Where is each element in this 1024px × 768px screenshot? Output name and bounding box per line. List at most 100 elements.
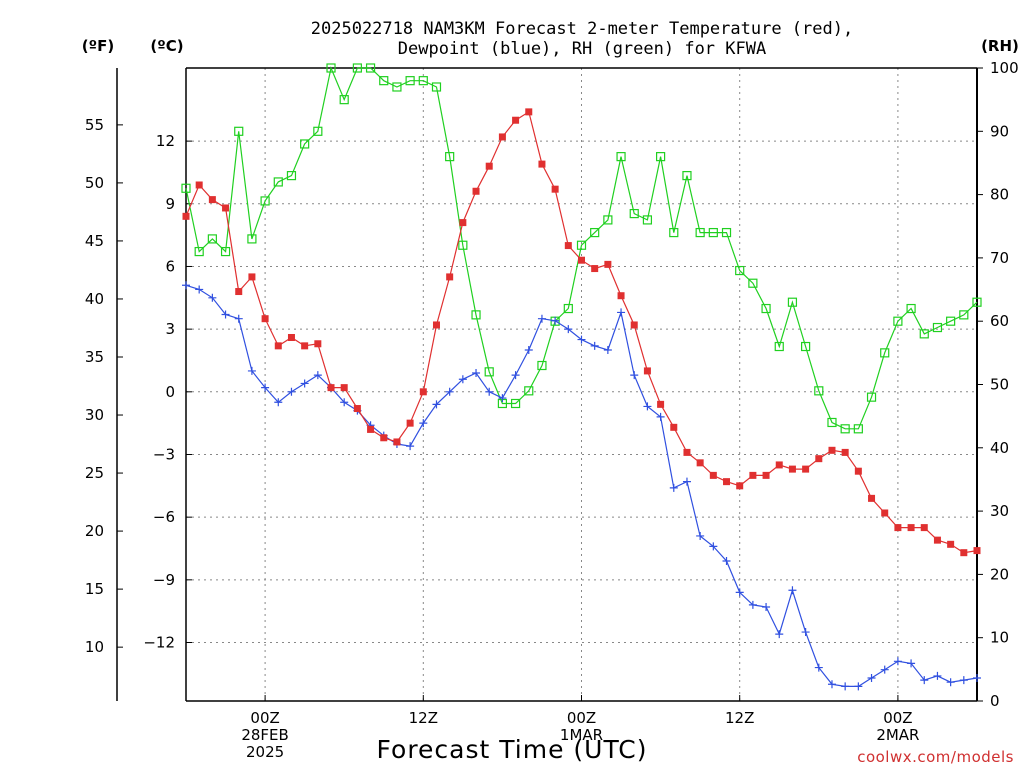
temperature-point bbox=[683, 448, 691, 456]
x-tick-label: 12Z bbox=[725, 709, 754, 727]
dewpoint-point bbox=[234, 314, 243, 323]
temperature-point bbox=[604, 260, 612, 268]
temperature-point bbox=[485, 162, 493, 170]
rh-point bbox=[814, 386, 824, 396]
rh-point bbox=[484, 367, 494, 377]
dewpoint-point bbox=[406, 442, 415, 451]
rh-point bbox=[563, 303, 573, 314]
x-tick-label: 2025 bbox=[246, 743, 284, 761]
temperature-point bbox=[551, 185, 559, 193]
dewpoint-point bbox=[590, 341, 599, 350]
rh-point bbox=[840, 424, 850, 434]
rh-point bbox=[682, 171, 692, 181]
dewpoint-point bbox=[748, 600, 757, 609]
dewpoint-point bbox=[867, 674, 876, 683]
temperature-point bbox=[749, 471, 757, 479]
x-tick-label: 28FEB bbox=[241, 726, 288, 744]
rh-point bbox=[418, 76, 428, 86]
dewpoint-point bbox=[669, 483, 678, 492]
dewpoint-point bbox=[801, 628, 810, 637]
dewpoint-point bbox=[827, 680, 836, 689]
rh-point bbox=[352, 63, 362, 73]
temperature-point bbox=[723, 478, 731, 486]
fahrenheit-tick-label: 35 bbox=[85, 348, 104, 366]
dewpoint-point bbox=[208, 293, 217, 302]
rh-tick-label: 30 bbox=[990, 502, 1009, 520]
rh-point bbox=[906, 303, 916, 314]
dewpoint-point bbox=[340, 398, 349, 407]
rh-point bbox=[669, 227, 679, 238]
rh-point bbox=[708, 227, 718, 238]
dewpoint-point bbox=[603, 346, 612, 355]
rh-point bbox=[326, 63, 336, 73]
temperature-point bbox=[854, 467, 862, 475]
rh-point bbox=[761, 303, 771, 314]
rh-point bbox=[576, 240, 587, 250]
fahrenheit-tick-label: 10 bbox=[85, 638, 104, 656]
temperature-point bbox=[222, 204, 230, 212]
rh-point bbox=[379, 76, 389, 86]
rh-point bbox=[220, 246, 231, 257]
fahrenheit-tick-label: 45 bbox=[85, 232, 104, 250]
rh-tick-label: 0 bbox=[990, 692, 1000, 710]
rh-point bbox=[880, 348, 890, 358]
dewpoint-series bbox=[182, 281, 981, 691]
rh-point bbox=[603, 215, 613, 225]
series-layer bbox=[181, 63, 982, 691]
rh-point bbox=[590, 227, 600, 238]
temperature-point bbox=[709, 471, 717, 479]
rh-tick-label: 90 bbox=[990, 122, 1009, 140]
x-tick-label: 00Z bbox=[250, 709, 279, 727]
dewpoint-point bbox=[682, 477, 691, 486]
dewpoint-point bbox=[709, 542, 718, 551]
temperature-point bbox=[261, 315, 269, 323]
dewpoint-point bbox=[814, 663, 823, 672]
dewpoint-point bbox=[841, 682, 850, 691]
fahrenheit-tick-label: 15 bbox=[85, 580, 104, 598]
temperature-point bbox=[973, 547, 981, 555]
temperature-point bbox=[762, 471, 770, 479]
temperature-point bbox=[920, 524, 928, 532]
dewpoint-point bbox=[287, 387, 296, 396]
rh-point bbox=[392, 82, 402, 92]
temperature-point bbox=[630, 321, 638, 329]
temperature-point bbox=[933, 536, 941, 544]
temperature-point bbox=[775, 461, 783, 469]
rh-tick-label: 100 bbox=[990, 59, 1019, 77]
temperature-point bbox=[459, 219, 467, 227]
temperature-point bbox=[907, 524, 915, 532]
dewpoint-point bbox=[313, 371, 322, 380]
temperature-point bbox=[578, 256, 585, 264]
temperature-point bbox=[235, 288, 243, 296]
rh-point bbox=[946, 316, 956, 326]
rh-point bbox=[431, 82, 442, 92]
chart-title-block: 2025022718 NAM3KM Forecast 2-meter Tempe… bbox=[311, 19, 853, 59]
dewpoint-point bbox=[498, 394, 507, 403]
rh-point bbox=[853, 424, 863, 434]
dewpoint-point bbox=[854, 682, 863, 691]
fahrenheit-tick-label: 25 bbox=[85, 464, 104, 482]
rh-point bbox=[827, 417, 837, 428]
chart-title-line-2: Dewpoint (blue), RH (green) for KFWA bbox=[398, 39, 766, 59]
rh-tick-label: 40 bbox=[990, 439, 1009, 457]
dewpoint-point bbox=[788, 586, 797, 595]
dewpoint-point bbox=[274, 398, 283, 407]
dewpoint-point bbox=[300, 379, 309, 388]
dewpoint-point bbox=[933, 671, 942, 680]
celsius-tick-label: 6 bbox=[165, 257, 175, 275]
temperature-point bbox=[538, 160, 546, 168]
rh-point bbox=[748, 278, 758, 288]
celsius-tick-label: 0 bbox=[165, 383, 175, 401]
dewpoint-point bbox=[485, 387, 494, 396]
dewpoint-point bbox=[880, 665, 889, 674]
rh-point bbox=[234, 126, 244, 136]
rh-point bbox=[959, 310, 969, 320]
celsius-tick-label: −9 bbox=[153, 571, 175, 589]
rh-axis-label: (RH) bbox=[981, 37, 1019, 55]
temperature-point bbox=[815, 455, 823, 463]
temperature-point bbox=[353, 405, 361, 413]
rh-point bbox=[616, 152, 626, 162]
dewpoint-point bbox=[221, 310, 230, 319]
temperature-point bbox=[947, 540, 955, 548]
rh-point bbox=[181, 183, 191, 193]
